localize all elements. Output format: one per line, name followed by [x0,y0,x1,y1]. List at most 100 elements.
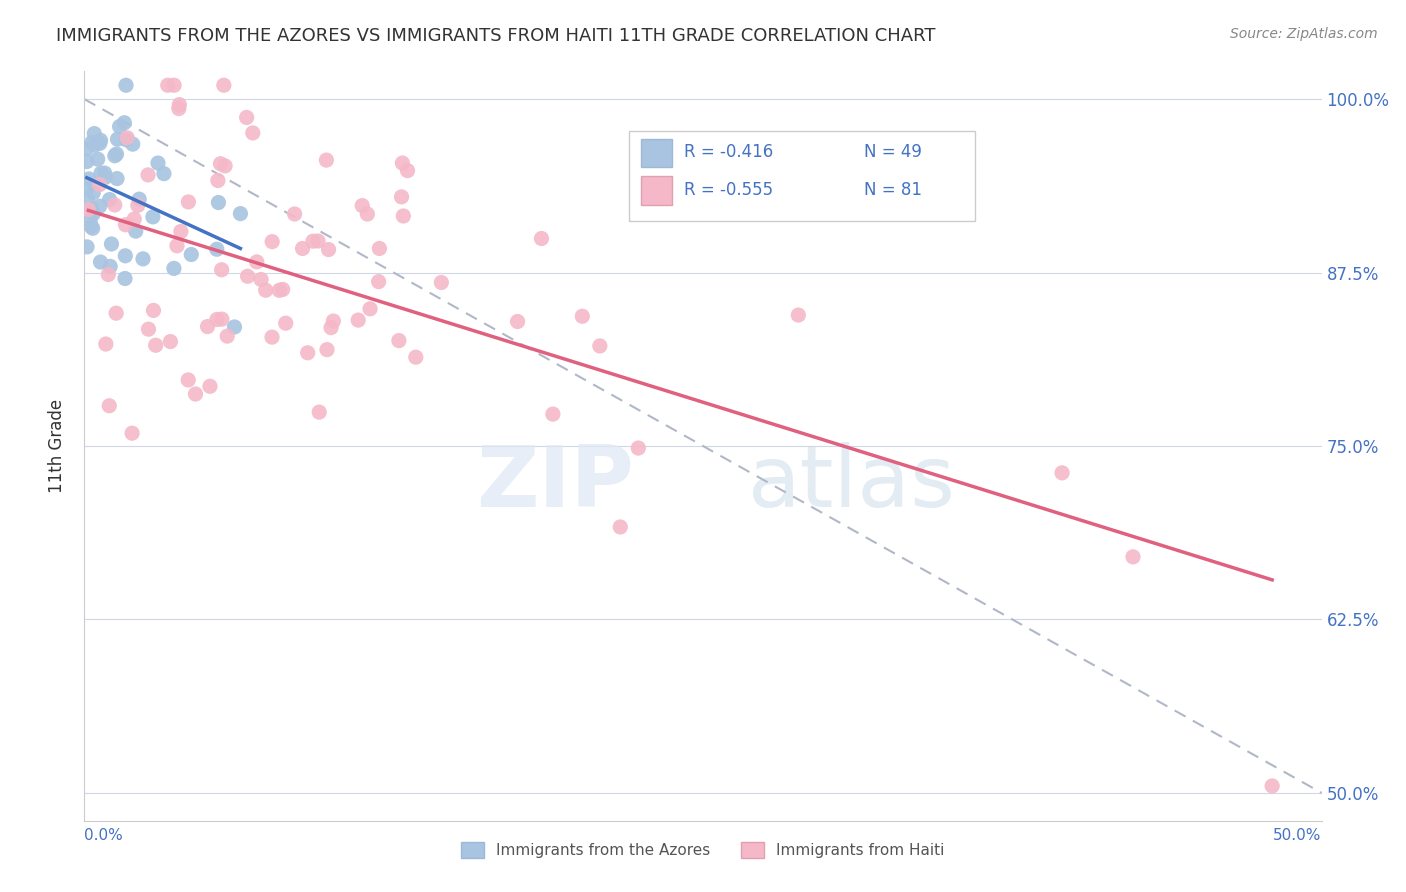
Point [170,224,193,238]
Point [76,154,98,169]
Point [98,399,121,413]
Point [207,173,229,187]
Point [359,301,381,316]
Text: atlas: atlas [748,442,956,525]
Point [322,314,344,328]
Point [391,156,413,170]
Point [250,272,273,286]
FancyBboxPatch shape [628,131,976,221]
Point [367,275,389,289]
Point [89,178,111,192]
Point [212,78,235,93]
Point [627,441,650,455]
Point [90,166,112,180]
Point [224,320,246,334]
Point [184,387,207,401]
Point [107,132,129,146]
Point [90,133,112,147]
Point [115,78,138,93]
Point [163,78,186,93]
Point [319,320,342,334]
Point [609,520,631,534]
Point [122,212,145,227]
Point [388,334,411,348]
Point [318,243,340,257]
Point [115,133,138,147]
Point [177,194,200,209]
Point [138,322,160,336]
Point [79,213,101,227]
Point [214,159,236,173]
Point [391,190,413,204]
Point [97,268,120,282]
Point [84,137,107,152]
Point [254,283,277,297]
Point [180,247,202,261]
Point [571,310,593,324]
Point [114,218,136,232]
Point [1050,466,1073,480]
Point [121,426,143,441]
Legend: Immigrants from the Azores, Immigrants from Haiti: Immigrants from the Azores, Immigrants f… [461,842,945,858]
Point [100,237,122,252]
Point [82,207,104,221]
Point [82,186,104,200]
Point [198,379,221,393]
Point [94,170,117,185]
Point [76,182,98,196]
Point [77,172,100,186]
Point [128,192,150,206]
Point [89,255,111,269]
Point [98,193,121,207]
Point [127,198,149,212]
Point [236,269,259,284]
Point [352,199,374,213]
Point [80,136,103,150]
Point [89,199,111,213]
Point [347,313,370,327]
Point [112,116,135,130]
Point [83,127,105,141]
Point [197,319,219,334]
Text: Source: ZipAtlas.com: Source: ZipAtlas.com [1230,27,1378,41]
Point [104,149,127,163]
Text: ZIP: ZIP [475,442,633,525]
Point [405,350,427,364]
FancyBboxPatch shape [641,139,672,168]
Point [315,153,337,167]
Point [235,111,257,125]
Point [205,312,228,326]
Point [114,249,136,263]
Point [246,255,269,269]
Point [94,337,117,351]
Point [177,373,200,387]
Point [229,206,252,220]
Point [1261,779,1284,793]
Text: R = -0.555: R = -0.555 [685,181,773,199]
Point [86,152,108,166]
Text: N = 49: N = 49 [863,144,922,161]
Point [114,271,136,285]
Point [146,156,169,170]
Point [506,314,529,328]
Point [217,329,239,343]
Point [163,261,186,276]
Point [80,219,103,234]
Point [76,142,98,156]
FancyBboxPatch shape [641,177,672,205]
Point [530,231,553,245]
Point [297,346,319,360]
Point [430,276,453,290]
Point [302,234,325,248]
Point [105,171,128,186]
Point [166,239,188,253]
Point [145,338,167,352]
Point [156,78,179,93]
Point [142,303,165,318]
Y-axis label: 11th Grade: 11th Grade [48,399,66,493]
Point [93,166,115,180]
Point [211,262,233,277]
Point [77,202,100,217]
Point [82,221,104,235]
Point [308,405,330,419]
